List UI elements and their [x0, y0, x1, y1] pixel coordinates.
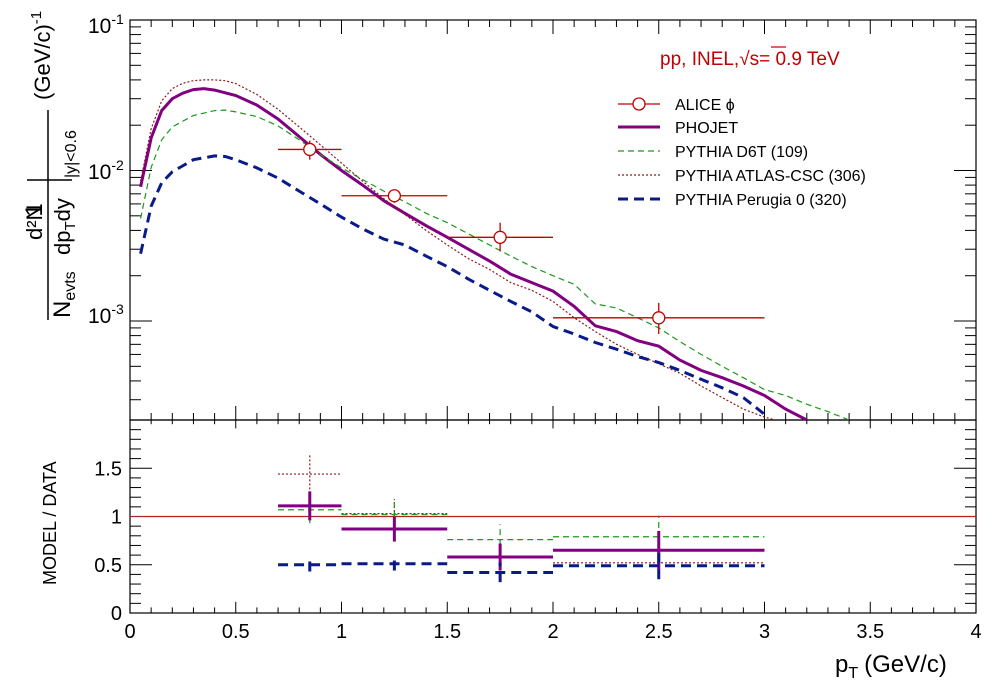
collision-annotation: pp, INEL,√s= 0.9 TeV	[660, 49, 840, 70]
top-series-group	[139, 79, 850, 420]
y-tick-base: 10	[88, 161, 111, 184]
y-label-range-sub: |y|<0.6	[63, 130, 80, 178]
bottom-axis-ticks	[129, 420, 977, 614]
alice-phi-points	[278, 140, 765, 334]
y-tick-exp: -2	[111, 157, 124, 173]
y-tick-label-1e-1: 10-1	[88, 11, 124, 38]
legend-entry-perugia: PYTHIA Perugia 0 (320)	[618, 192, 847, 209]
series-line-4	[139, 154, 766, 416]
alice-marker	[493, 230, 507, 244]
series-line-3	[140, 79, 776, 420]
legend-label-alice: ALICE ϕ	[675, 97, 735, 114]
top-axis-ticks	[129, 19, 977, 420]
legend-label-atlas: PYTHIA ATLAS-CSC (306)	[675, 168, 866, 185]
top-panel-frame	[129, 19, 977, 421]
x-tick-label: 3.5	[856, 621, 884, 643]
x-tick-label: 2.5	[645, 621, 673, 643]
x-tick-label: 4	[970, 621, 981, 643]
legend-entry-alice: ALICE ϕ	[618, 97, 735, 114]
x-tick-label: 0	[124, 621, 135, 643]
y-tick-label-1e-3: 10-3	[88, 301, 124, 328]
y-tick-label: 0.5	[94, 555, 122, 577]
y-tick-exp: -1	[111, 11, 124, 27]
legend: ALICE ϕ PHOJET PYTHIA D6T (109) PYTHIA A…	[618, 97, 866, 209]
legend-label-perugia: PYTHIA Perugia 0 (320)	[675, 192, 847, 209]
y-tick-label: 1.5	[94, 458, 122, 480]
x-axis-label: pT (GeV/c)	[835, 651, 947, 682]
alice-marker	[387, 189, 402, 203]
ratio-y-axis-label: MODEL / DATA	[40, 461, 60, 585]
legend-entry-d6t: PYTHIA D6T (109)	[618, 144, 808, 161]
y-tick-exp: -3	[111, 301, 124, 317]
y-label-frac-num: 1	[21, 203, 48, 216]
y-tick-base: 10	[88, 305, 111, 328]
legend-entry-phojet: PHOJET	[618, 120, 738, 137]
top-y-tick-labels: 10-1 10-2 10-3	[88, 11, 124, 328]
x-tick-labels: 0 0.5 1 1.5 2 2.5 3 3.5 4	[124, 621, 981, 643]
ratio-series-group	[130, 454, 976, 583]
y-tick-label: 1	[111, 507, 122, 529]
legend-label-phojet: PHOJET	[675, 120, 738, 137]
y-tick-base: 10	[88, 15, 111, 38]
x-tick-label: 3	[759, 621, 770, 643]
top-y-axis-label: 1 Nevts d²N dpTdy |y|<0.6 (GeV/c)-1	[21, 11, 80, 320]
alice-marker	[652, 311, 666, 325]
series-line-1	[139, 87, 808, 420]
x-tick-label: 0.5	[222, 621, 250, 643]
y-tick-label-1e-2: 10-2	[88, 157, 124, 184]
alice-marker	[303, 142, 317, 157]
x-tick-label: 1	[336, 621, 347, 643]
y-label-deriv-num: d²N	[22, 205, 47, 240]
legend-label-d6t: PYTHIA D6T (109)	[675, 144, 808, 161]
x-tick-label: 1.5	[433, 621, 461, 643]
y-label-deriv-den: dpTdy	[50, 198, 79, 255]
ratio-y-tick-labels: 0 0.5 1 1.5	[94, 458, 122, 625]
y-tick-label: 0	[111, 603, 122, 625]
series-line-2	[140, 109, 850, 420]
legend-entry-atlas: PYTHIA ATLAS-CSC (306)	[618, 168, 866, 185]
x-tick-label: 2	[547, 621, 558, 643]
y-label-units: (GeV/c)-1	[28, 11, 55, 100]
y-label-frac-den: Nevts	[49, 271, 79, 318]
